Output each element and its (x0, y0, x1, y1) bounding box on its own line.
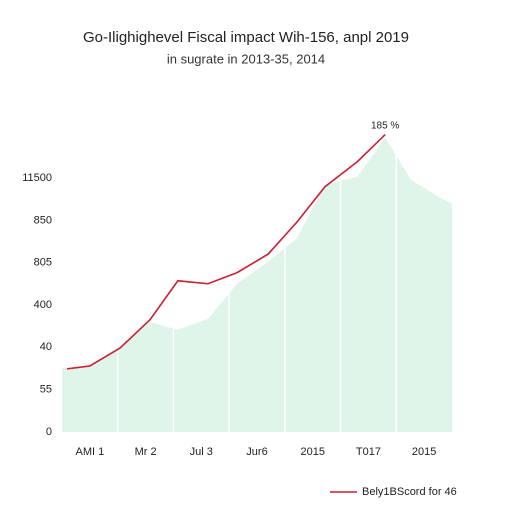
y-tick-label: 55 (40, 384, 52, 396)
x-tick-label: AMI 1 (75, 446, 104, 458)
y-tick-label: 400 (34, 299, 52, 311)
x-tick-label: 2015 (412, 446, 436, 458)
x-tick-label: Jul 3 (190, 446, 213, 458)
line (66, 134, 386, 370)
y-tick-label: 11500 (22, 172, 52, 184)
chart-subtitle: in sugrate in 2013-35, 2014 (167, 51, 325, 66)
area (62, 137, 452, 432)
x-tick-label: Jur6 (246, 446, 267, 458)
x-tick-label: Mr 2 (135, 446, 157, 458)
y-tick-label: 805 (34, 257, 52, 269)
y-tick-label: 850 (34, 214, 52, 226)
x-tick-label: T017 (356, 446, 381, 458)
y-tick-label: 0 (46, 426, 52, 438)
chart-title: Go-Ilighighevel Fiscal impact Wih-156, a… (83, 29, 409, 46)
x-tick-label: 2015 (300, 446, 324, 458)
legend-label: Bely1BScord for 46 (362, 486, 457, 498)
y-tick-label: 40 (40, 341, 52, 353)
annotation: 185 % (371, 120, 399, 131)
